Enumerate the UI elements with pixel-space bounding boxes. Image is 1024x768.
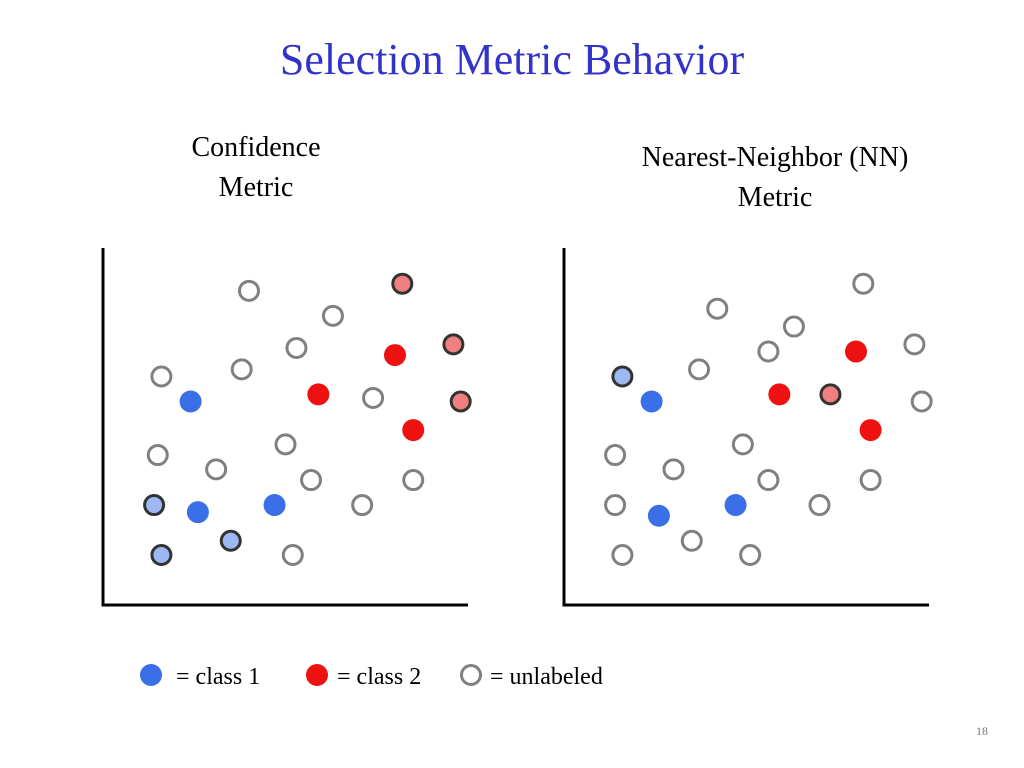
nn-point-unlabeled [688, 358, 711, 381]
confidence-title-line-1: Confidence [191, 132, 321, 163]
nn-point-unlabeled [662, 458, 685, 481]
confidence-point-unlabeled [230, 358, 253, 381]
nn-point-unlabeled [731, 433, 754, 456]
nn-point-unlabeled [739, 544, 762, 567]
confidence-point-selected1 [219, 529, 242, 552]
confidence-panel-title: Confidence Metric [136, 128, 376, 208]
confidence-point-unlabeled [281, 544, 304, 567]
confidence-point-unlabeled [402, 469, 425, 492]
class2-swatch-icon [306, 664, 328, 686]
confidence-point-unlabeled [238, 279, 260, 302]
confidence-point-unlabeled [300, 469, 323, 492]
nn-point-class1 [640, 390, 663, 413]
confidence-point-class1 [263, 494, 286, 517]
legend-label-unlabeled: = unlabeled [490, 664, 603, 690]
nn-title-line-2: Metric [737, 182, 813, 213]
nn-point-unlabeled [910, 390, 933, 413]
nn-point-unlabeled [757, 469, 780, 492]
page-number: 18 [976, 724, 988, 738]
confidence-point-unlabeled [150, 365, 173, 388]
confidence-point-unlabeled [146, 444, 169, 467]
nn-point-unlabeled [782, 315, 805, 338]
confidence-point-class1 [186, 501, 209, 524]
legend-label-class1: = class 1 [176, 664, 261, 690]
nn-point-class1 [647, 504, 670, 527]
confidence-panel [101, 248, 472, 607]
confidence-point-class2 [307, 383, 330, 406]
nn-point-class2 [768, 383, 791, 406]
nn-point-unlabeled [706, 297, 729, 320]
confidence-point-unlabeled [351, 494, 374, 517]
confidence-point-unlabeled [362, 386, 385, 409]
nn-point-selected2 [819, 383, 842, 406]
confidence-point-selected2 [449, 390, 472, 413]
nn-point-unlabeled [680, 529, 703, 552]
nn-point-class2 [859, 419, 882, 442]
confidence-point-unlabeled [205, 458, 228, 481]
confidence-point-class2 [384, 344, 406, 367]
confidence-point-selected1 [143, 494, 166, 517]
nn-point-unlabeled [903, 333, 926, 356]
nn-panel [562, 248, 933, 607]
confidence-point-selected1 [150, 544, 173, 567]
nn-point-selected1 [611, 365, 634, 388]
confidence-point-unlabeled [274, 433, 297, 456]
nn-point-unlabeled [859, 469, 882, 492]
nn-point-unlabeled [852, 272, 875, 295]
confidence-point-class1 [179, 390, 202, 413]
nn-point-unlabeled [808, 494, 831, 517]
unlabeled-swatch-icon [460, 664, 482, 686]
nn-point-unlabeled [757, 340, 780, 363]
nn-point-unlabeled [604, 444, 627, 467]
nn-title-line-1: Nearest-Neighbor (NN) [641, 142, 909, 173]
confidence-point-selected2 [442, 333, 465, 356]
confidence-point-selected2 [391, 272, 414, 295]
nn-point-class2 [845, 340, 867, 363]
nn-point-unlabeled [604, 494, 627, 517]
class1-swatch-icon [140, 664, 162, 686]
confidence-point-unlabeled [285, 336, 308, 359]
confidence-point-unlabeled [321, 304, 344, 327]
nn-panel-title: Nearest-Neighbor (NN) Metric [580, 138, 970, 218]
nn-point-unlabeled [611, 544, 634, 567]
confidence-title-line-2: Metric [218, 172, 294, 203]
slide-title: Selection Metric Behavior [279, 35, 745, 84]
nn-point-class1 [724, 494, 747, 517]
confidence-point-class2 [402, 419, 425, 442]
legend-label-class2: = class 2 [337, 664, 422, 690]
